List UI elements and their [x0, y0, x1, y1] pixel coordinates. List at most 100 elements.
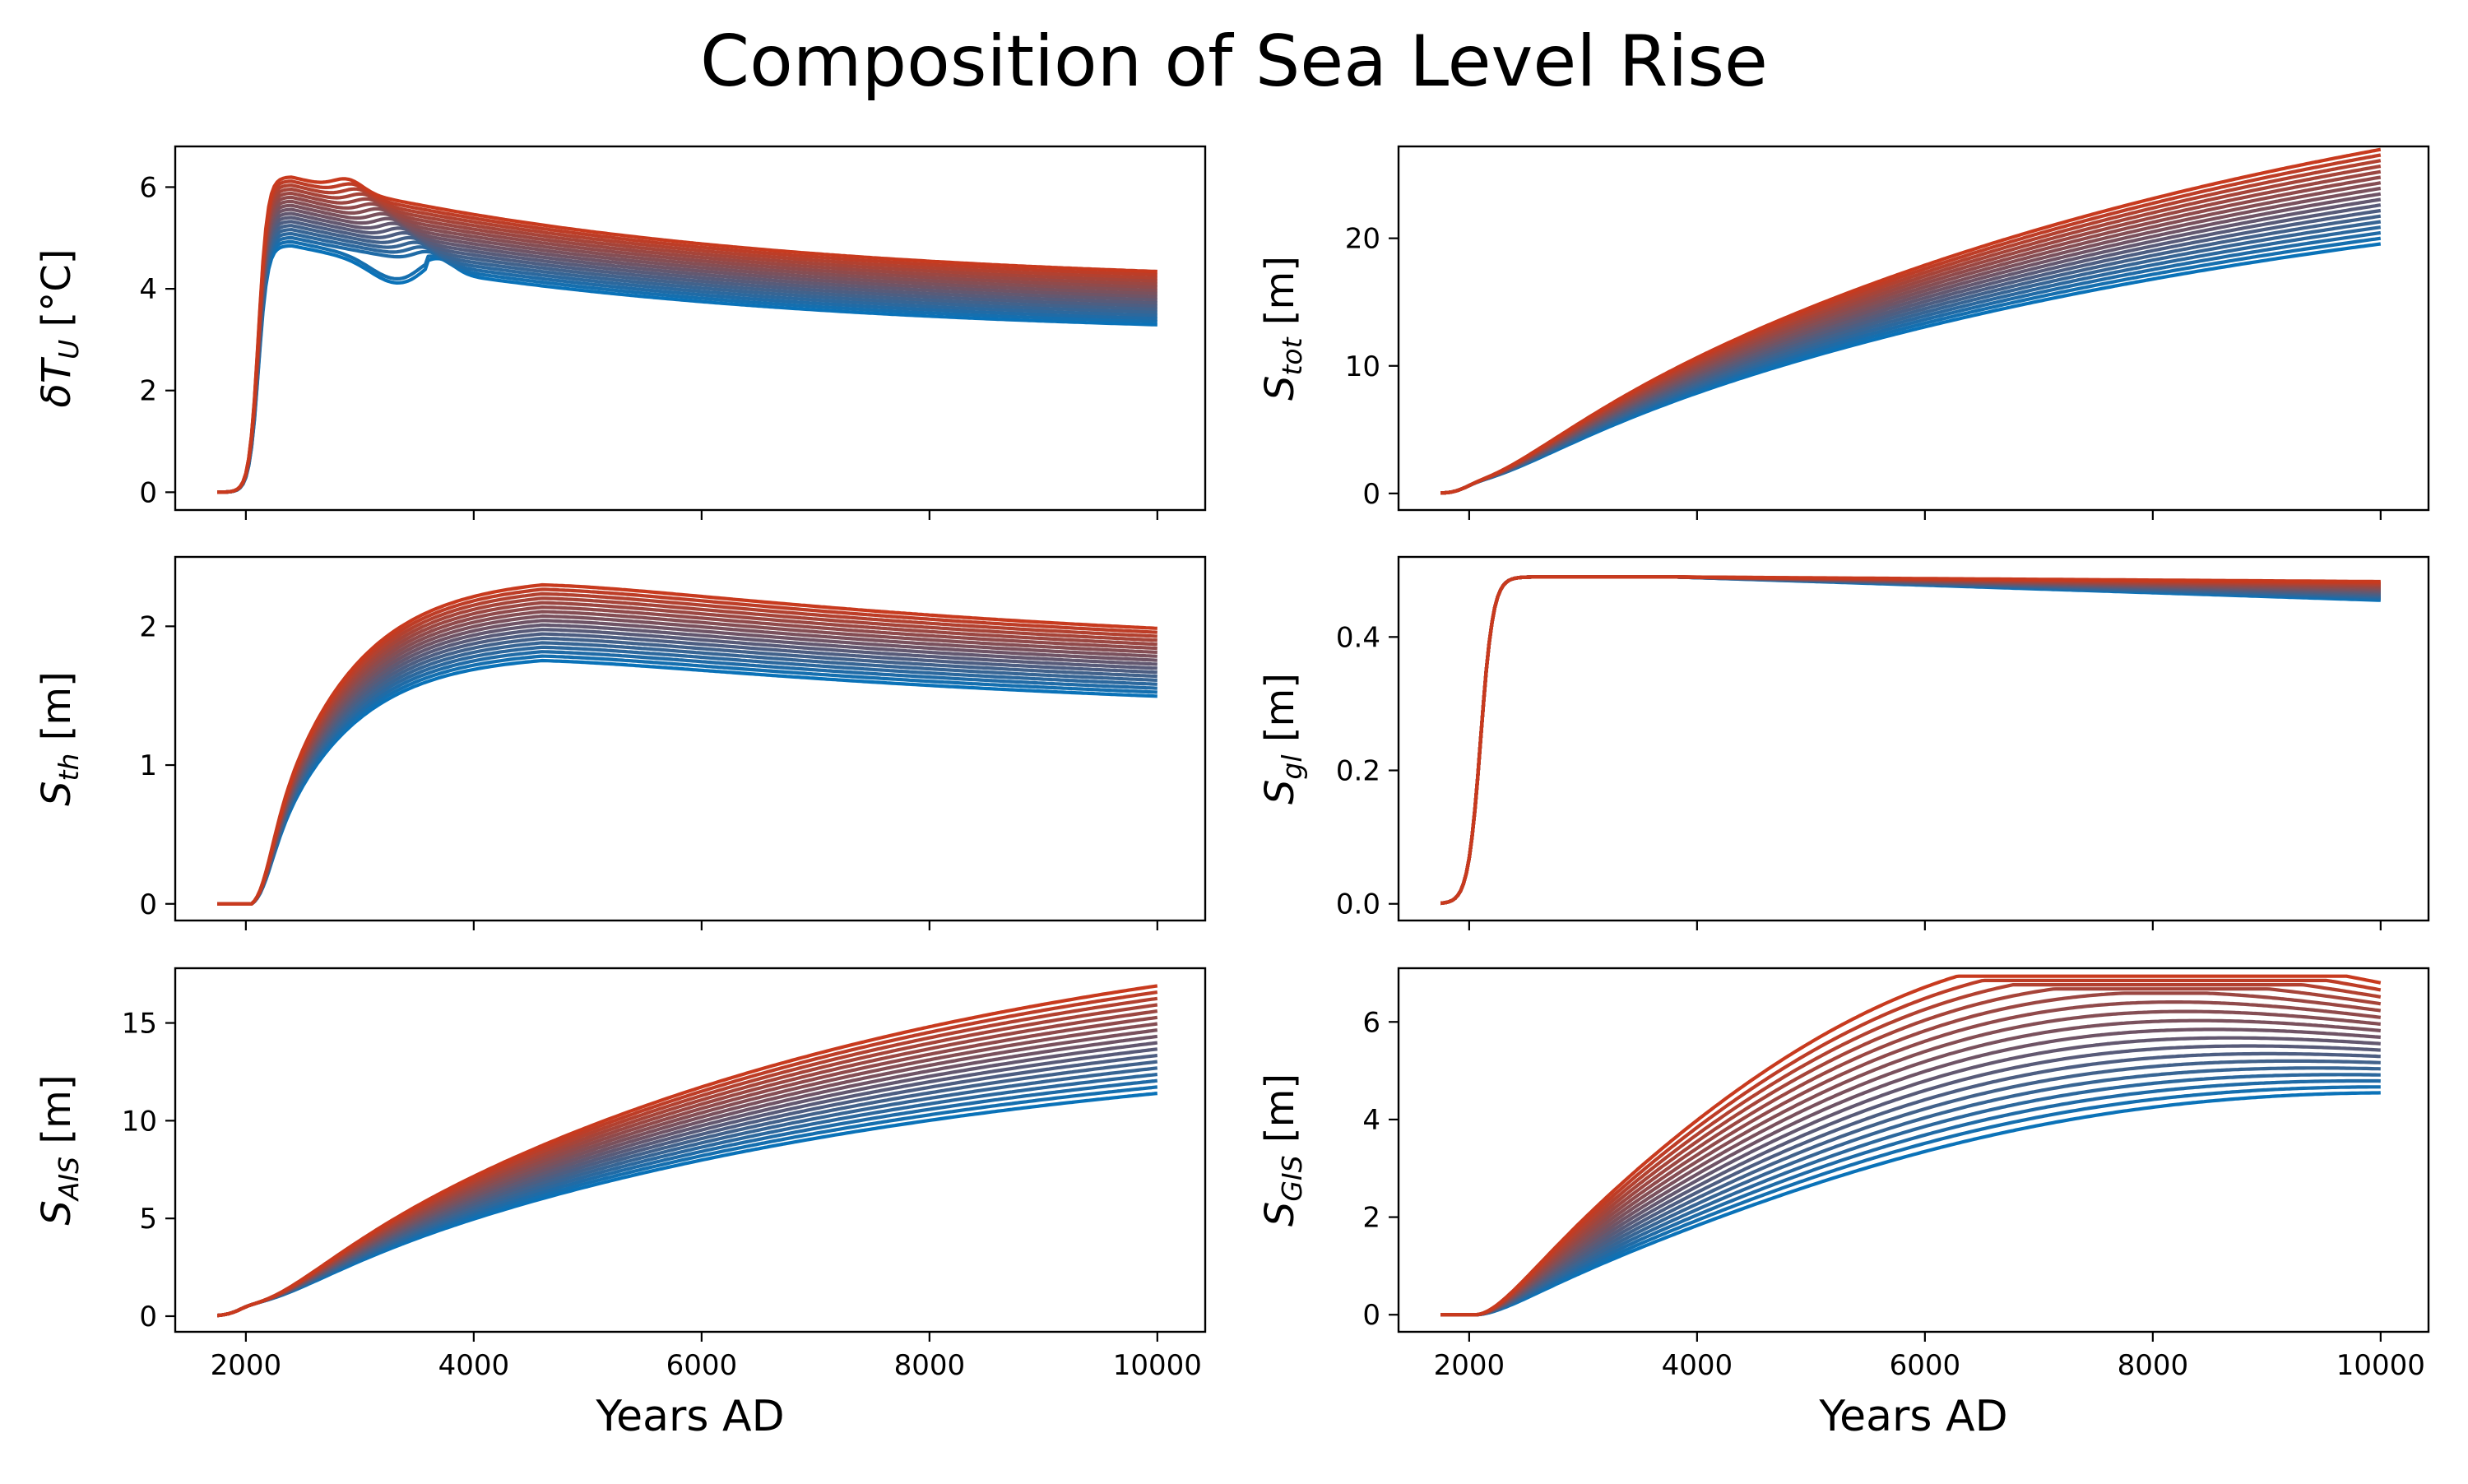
figure-title: Composition of Sea Level Rise — [700, 21, 1768, 103]
y-tick-label: 15 — [122, 1008, 157, 1041]
axes-frame — [1397, 967, 2430, 1333]
series-line-Sth-0 — [217, 658, 1157, 906]
y-axis-label: Stot [m] — [1257, 256, 1308, 401]
series-line-Sgl-3 — [1440, 575, 2381, 906]
axes-frame — [1397, 555, 2430, 922]
series-line-Sgl-15 — [1440, 575, 2381, 906]
y-axis-label-main: S — [34, 781, 80, 805]
y-tick-label: 0 — [1362, 1299, 1380, 1332]
y-tick-label: 10 — [1345, 350, 1380, 383]
y-axis-label: Sth [m] — [34, 671, 85, 806]
series-group — [1440, 147, 2382, 495]
y-axis-label-main: δT — [34, 356, 80, 407]
series-line-Sgl-16 — [1440, 575, 2381, 906]
series-line-SGIS-11 — [1440, 1009, 2381, 1317]
series-line-dTU-3 — [217, 231, 1157, 494]
series-line-SGIS-7 — [1440, 1044, 2381, 1317]
y-axis-label-sub: U — [53, 340, 85, 359]
panel-Sth: 0 1 2 Sth [m] — [34, 555, 1207, 930]
series-line-SGIS-5 — [1440, 1059, 2381, 1317]
series-line-dTU-8 — [217, 211, 1157, 494]
x-tick-label: 2000 — [211, 1349, 282, 1382]
series-line-SGIS-10 — [1440, 1018, 2382, 1317]
series-line-Sth-7 — [217, 628, 1157, 906]
y-axis-label-sub: th — [53, 754, 85, 781]
y-tick-label: 0 — [1362, 478, 1380, 511]
y-tick-label: 6 — [139, 171, 157, 204]
series-line-SGIS-17 — [1440, 974, 2382, 1317]
y-axis-label-unit: [m] — [1257, 256, 1303, 337]
series-line-Sth-2 — [217, 650, 1157, 906]
y-axis-label-unit: [m] — [1257, 1074, 1303, 1155]
y-tick-label: 0 — [139, 1301, 157, 1333]
panel-SAIS: 2000 4000 6000 8000 10000 0 5 10 15 SAIS [m] Years… — [34, 967, 1207, 1441]
series-line-Stot-17 — [1440, 147, 2382, 495]
series-line-dTU-17 — [217, 175, 1157, 494]
y-axis-label-main: S — [1257, 1202, 1303, 1227]
series-line-SGIS-3 — [1440, 1073, 2381, 1317]
series-line-dTU-13 — [217, 191, 1157, 494]
panel-Sgl: 0.0 0.2 0.4 Sgl [m] — [1257, 555, 2430, 930]
series-line-Sth-12 — [217, 605, 1157, 906]
panel-SGIS: 2000 4000 6000 8000 10000 0 2 4 6 SGIS [m] Years A… — [1257, 967, 2430, 1441]
series-line-Sth-4 — [217, 641, 1157, 906]
axes-frame — [174, 555, 1207, 922]
y-tick-label: 0 — [139, 476, 157, 509]
x-tick-label: 10000 — [1113, 1349, 1202, 1382]
y-tick-label: 2 — [1362, 1202, 1380, 1235]
series-line-SGIS-9 — [1440, 1027, 2381, 1317]
series-line-SGIS-13 — [1440, 991, 2382, 1317]
x-tick-label: 8000 — [894, 1349, 966, 1382]
series-line-Sgl-10 — [1440, 575, 2381, 906]
y-axis-label: SAIS [m] — [34, 1074, 85, 1225]
x-axis-label: Years AD — [1818, 1392, 2007, 1441]
series-group — [217, 582, 1157, 906]
series-line-Sth-9 — [217, 619, 1157, 906]
series-group — [217, 175, 1157, 494]
series-line-Sgl-17 — [1440, 575, 2381, 906]
y-tick-label: 2 — [139, 610, 157, 643]
series-line-dTU-0 — [217, 243, 1157, 494]
series-line-dTU-6 — [217, 220, 1157, 494]
y-tick-label: 5 — [139, 1203, 157, 1236]
series-line-Sgl-0 — [1440, 575, 2381, 906]
y-axis-label-unit: [m] — [1257, 673, 1303, 754]
series-line-Sth-1 — [217, 654, 1157, 906]
series-line-SGIS-14 — [1440, 987, 2382, 1317]
y-axis-label-unit: [m] — [34, 1074, 80, 1156]
x-tick-label: 4000 — [438, 1349, 510, 1382]
series-line-Sgl-4 — [1440, 575, 2381, 906]
series-line-Sgl-2 — [1440, 575, 2381, 906]
y-axis-label-main: S — [34, 1200, 80, 1225]
panel-Stot: 0 10 20 Stot [m] — [1257, 145, 2430, 520]
series-line-Sth-5 — [217, 636, 1157, 906]
series-line-SGIS-6 — [1440, 1051, 2381, 1317]
series-line-dTU-9 — [217, 207, 1157, 494]
series-group — [1440, 974, 2382, 1317]
series-line-Sth-8 — [217, 623, 1157, 906]
y-axis-label-sub: gl — [1276, 754, 1308, 779]
series-line-SAIS-7 — [217, 1047, 1158, 1318]
series-line-Sth-6 — [217, 632, 1157, 906]
series-line-Sgl-9 — [1440, 575, 2381, 906]
series-line-dTU-7 — [217, 216, 1157, 494]
series-line-Sth-11 — [217, 610, 1157, 906]
y-axis-label-unit: [m] — [34, 671, 80, 753]
series-line-SGIS-15 — [1440, 983, 2382, 1317]
series-line-dTU-12 — [217, 195, 1157, 494]
y-axis-label: δTU [°C] — [34, 248, 85, 407]
y-axis-label-sub: tot — [1276, 336, 1308, 375]
y-tick-label: 2 — [139, 375, 157, 408]
panel-dTU: 0 2 4 6 δTU [°C] — [34, 145, 1207, 520]
series-line-SGIS-0 — [1440, 1091, 2381, 1317]
y-axis-label-sub: GIS — [1276, 1155, 1308, 1201]
series-line-dTU-5 — [217, 224, 1157, 494]
y-tick-label: 4 — [1362, 1104, 1380, 1137]
x-tick-label: 10000 — [2336, 1349, 2425, 1382]
series-line-Sth-16 — [217, 587, 1157, 906]
y-tick-label: 10 — [122, 1105, 157, 1138]
series-line-Sth-10 — [217, 614, 1157, 906]
y-tick-label: 0.0 — [1336, 888, 1380, 921]
